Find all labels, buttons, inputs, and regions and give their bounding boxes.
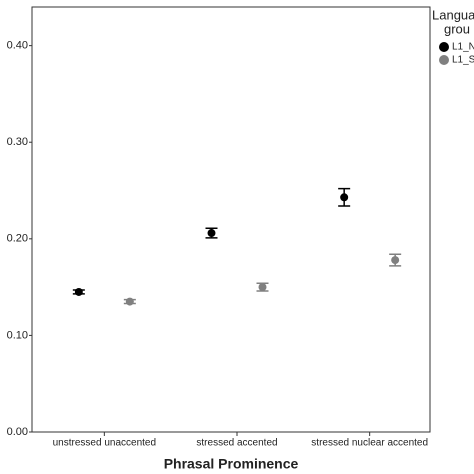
plot-frame: [31, 6, 431, 433]
point: [74, 287, 83, 296]
point: [125, 297, 134, 306]
y-tick-label: 0.10: [7, 329, 28, 341]
point: [258, 283, 267, 292]
x-axis-label: Phrasal Prominence: [164, 456, 299, 472]
x-tick-label: unstressed unaccented: [53, 438, 156, 449]
y-tick-label: 0.30: [7, 136, 28, 148]
legend-label: L1_S: [452, 55, 474, 66]
y-tick-label: 0.20: [7, 233, 28, 245]
legend-marker: [439, 42, 449, 52]
x-tick-label: stressed accented: [196, 438, 277, 449]
legend-title: Langua: [432, 7, 474, 22]
legend-label: L1_N: [452, 42, 474, 53]
y-tick-label: 0.40: [7, 40, 28, 52]
legend-title: grou: [444, 21, 470, 36]
point: [207, 229, 216, 238]
x-tick-label: stressed nuclear accented: [311, 438, 428, 449]
y-tick-label: 0.00: [7, 426, 28, 438]
point: [391, 256, 400, 265]
point: [340, 193, 349, 202]
legend-marker: [439, 55, 449, 65]
